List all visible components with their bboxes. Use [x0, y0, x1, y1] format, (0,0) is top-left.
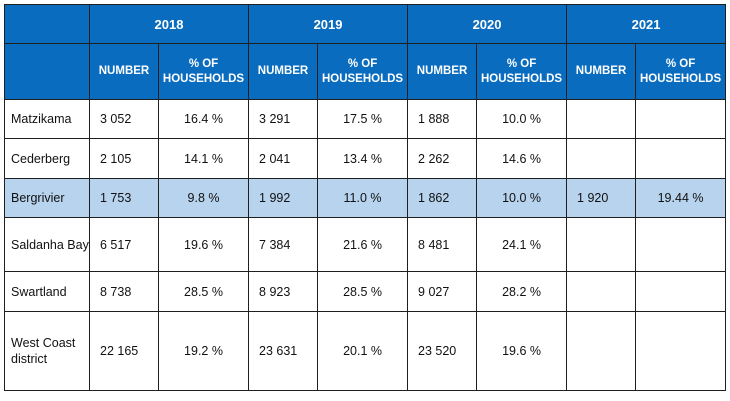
cell-number-2018: 22 165 — [89, 311, 159, 391]
cell-number-2019: 3 291 — [248, 99, 319, 139]
corner-cell-sub — [4, 43, 90, 100]
column-header-number: NUMBER — [89, 43, 159, 100]
row-label: West Coast district — [4, 311, 90, 391]
cell-number-2018: 8 738 — [89, 271, 159, 312]
row-label: Swartland — [4, 271, 90, 312]
year-header-2019: 2019 — [248, 4, 409, 44]
cell-number-2019: 7 384 — [248, 217, 319, 272]
cell-percent-2021 — [635, 311, 727, 391]
cell-number-2020: 9 027 — [407, 271, 478, 312]
row-label: Bergrivier — [4, 178, 90, 218]
cell-number-2019: 1 992 — [248, 178, 319, 218]
table-row: West Coast district 22 165 19.2 % 23 631… — [4, 311, 727, 391]
column-header-percent: % OF HOUSEHOLDS — [157, 43, 250, 100]
cell-percent-2020: 28.2 % — [476, 271, 568, 312]
cell-number-2018: 6 517 — [89, 217, 159, 272]
cell-percent-2019: 21.6 % — [317, 217, 409, 272]
cell-number-2021 — [566, 99, 637, 139]
cell-percent-2018: 16.4 % — [157, 99, 250, 139]
cell-number-2020: 1 862 — [407, 178, 478, 218]
column-header-percent: % OF HOUSEHOLDS — [476, 43, 568, 100]
column-header-percent: % OF HOUSEHOLDS — [317, 43, 409, 100]
cell-number-2021: 1 920 — [566, 178, 637, 218]
cell-number-2019: 2 041 — [248, 138, 319, 179]
column-header-percent: % OF HOUSEHOLDS — [635, 43, 727, 100]
cell-number-2019: 8 923 — [248, 271, 319, 312]
cell-percent-2019: 28.5 % — [317, 271, 409, 312]
cell-number-2021 — [566, 138, 637, 179]
cell-number-2018: 2 105 — [89, 138, 159, 179]
column-header-number: NUMBER — [248, 43, 319, 100]
row-label: Matzikama — [4, 99, 90, 139]
column-header-number: NUMBER — [407, 43, 478, 100]
cell-number-2020: 23 520 — [407, 311, 478, 391]
cell-number-2018: 3 052 — [89, 99, 159, 139]
cell-percent-2021: 19.44 % — [635, 178, 727, 218]
cell-number-2019: 23 631 — [248, 311, 319, 391]
column-header-number: NUMBER — [566, 43, 637, 100]
cell-percent-2021 — [635, 217, 727, 272]
table-row: Cederberg 2 105 14.1 % 2 041 13.4 % 2 26… — [4, 138, 727, 179]
cell-percent-2019: 17.5 % — [317, 99, 409, 139]
cell-number-2021 — [566, 217, 637, 272]
cell-percent-2020: 14.6 % — [476, 138, 568, 179]
cell-number-2020: 8 481 — [407, 217, 478, 272]
row-label: Saldanha Bay — [4, 217, 90, 272]
corner-cell — [4, 4, 90, 44]
cell-percent-2020: 10.0 % — [476, 99, 568, 139]
cell-percent-2021 — [635, 138, 727, 179]
table-row: Matzikama 3 052 16.4 % 3 291 17.5 % 1 88… — [4, 99, 727, 139]
cell-percent-2018: 19.2 % — [157, 311, 250, 391]
cell-percent-2018: 14.1 % — [157, 138, 250, 179]
cell-number-2020: 1 888 — [407, 99, 478, 139]
cell-percent-2018: 28.5 % — [157, 271, 250, 312]
cell-percent-2019: 11.0 % — [317, 178, 409, 218]
year-header-2021: 2021 — [566, 4, 727, 44]
cell-number-2021 — [566, 311, 637, 391]
table-row-highlighted: Bergrivier 1 753 9.8 % 1 992 11.0 % 1 86… — [4, 178, 727, 218]
cell-percent-2020: 10.0 % — [476, 178, 568, 218]
cell-percent-2020: 24.1 % — [476, 217, 568, 272]
cell-percent-2018: 9.8 % — [157, 178, 250, 218]
households-table: 2018 2019 2020 2021 NUMBER % OF HOUSEHOLD… — [4, 4, 727, 391]
cell-percent-2020: 19.6 % — [476, 311, 568, 391]
year-header-2020: 2020 — [407, 4, 568, 44]
cell-percent-2019: 20.1 % — [317, 311, 409, 391]
cell-percent-2019: 13.4 % — [317, 138, 409, 179]
cell-number-2018: 1 753 — [89, 178, 159, 218]
column-header-row: NUMBER % OF HOUSEHOLDS NUMBER % OF HOUSEHO… — [4, 43, 727, 100]
cell-number-2020: 2 262 — [407, 138, 478, 179]
cell-percent-2021 — [635, 271, 727, 312]
table-row: Swartland 8 738 28.5 % 8 923 28.5 % 9 02… — [4, 271, 727, 312]
year-header-2018: 2018 — [88, 4, 250, 44]
table-row: Saldanha Bay 6 517 19.6 % 7 384 21.6 % 8… — [4, 217, 727, 272]
cell-number-2021 — [566, 271, 637, 312]
year-header-row: 2018 2019 2020 2021 — [4, 4, 727, 44]
cell-percent-2018: 19.6 % — [157, 217, 250, 272]
cell-percent-2021 — [635, 99, 727, 139]
row-label: Cederberg — [4, 138, 90, 179]
